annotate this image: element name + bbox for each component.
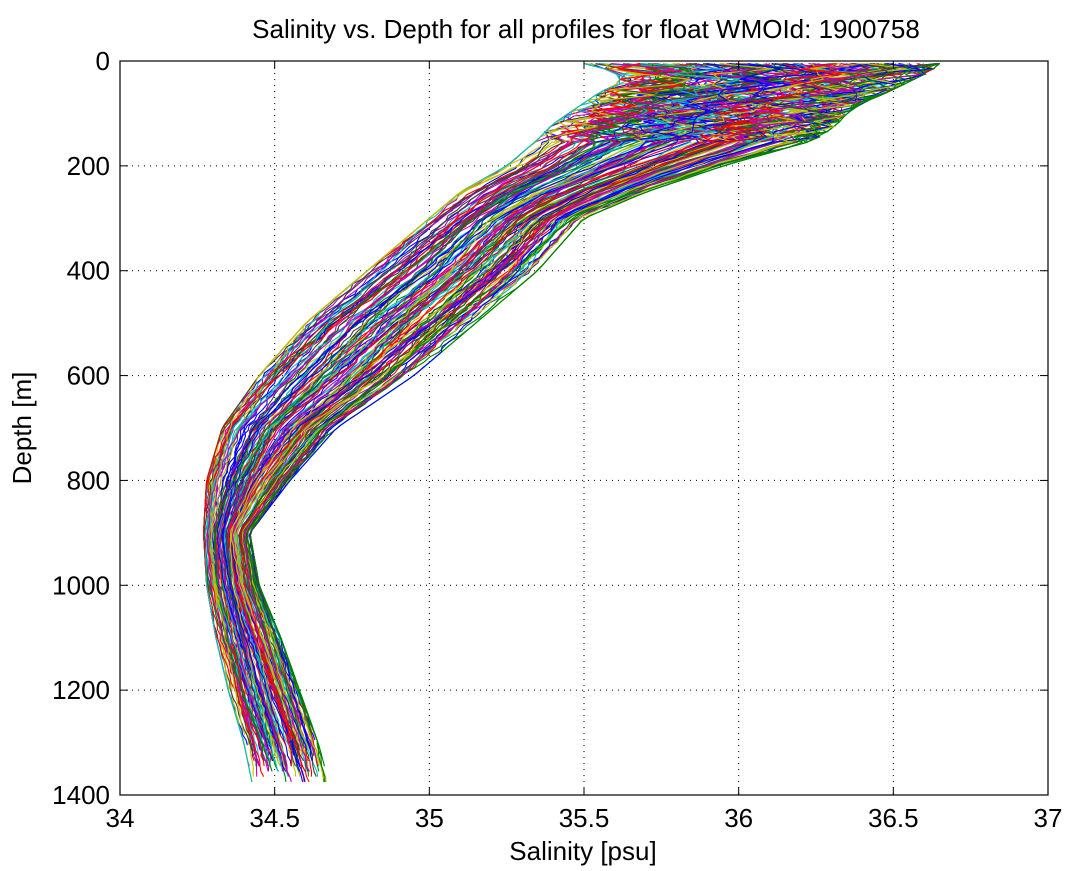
profile-line: [239, 63, 912, 756]
profile-line: [237, 63, 847, 772]
profile-line: [214, 63, 686, 772]
y-axis-label: Depth [m]: [7, 372, 37, 485]
profile-line: [242, 63, 907, 783]
profile-line: [225, 63, 773, 777]
profile-line: [208, 63, 741, 772]
profile-line: [210, 63, 691, 735]
y-tick-label: 0: [96, 46, 110, 76]
y-tick-label: 1000: [52, 570, 110, 600]
profile-line: [235, 63, 840, 756]
profile-line: [249, 63, 937, 735]
profile-line: [249, 63, 927, 762]
x-tick-label: 36.5: [868, 803, 919, 833]
x-tick-label: 36: [724, 803, 753, 833]
chart-title: Salinity vs. Depth for all profiles for …: [252, 14, 920, 44]
x-tick-label: 34.5: [249, 803, 300, 833]
y-tick-label: 1400: [52, 780, 110, 810]
y-tick-label: 1200: [52, 675, 110, 705]
profile-line: [203, 63, 659, 777]
y-tick-label: 400: [67, 256, 110, 286]
profile-line: [249, 63, 941, 782]
profile-line: [232, 63, 850, 756]
profile-line: [245, 63, 940, 772]
profile-line: [243, 63, 874, 761]
x-tick-label: 34: [106, 803, 135, 833]
x-axis-label: Salinity [psu]: [509, 836, 656, 866]
y-tick-label: 800: [67, 465, 110, 495]
profile-line: [222, 63, 781, 735]
x-tick-label: 35: [415, 803, 444, 833]
profile-line: [221, 63, 790, 746]
profile-line: [204, 63, 621, 783]
profile-line: [203, 63, 683, 767]
profile-line: [218, 63, 758, 767]
profile-line: [227, 63, 842, 741]
profile-line: [221, 63, 817, 735]
x-tick-label: 35.5: [559, 803, 610, 833]
x-tick-label: 37: [1034, 803, 1063, 833]
y-tick-label: 600: [67, 361, 110, 391]
profile-line: [235, 63, 878, 756]
y-tick-label: 200: [67, 151, 110, 181]
